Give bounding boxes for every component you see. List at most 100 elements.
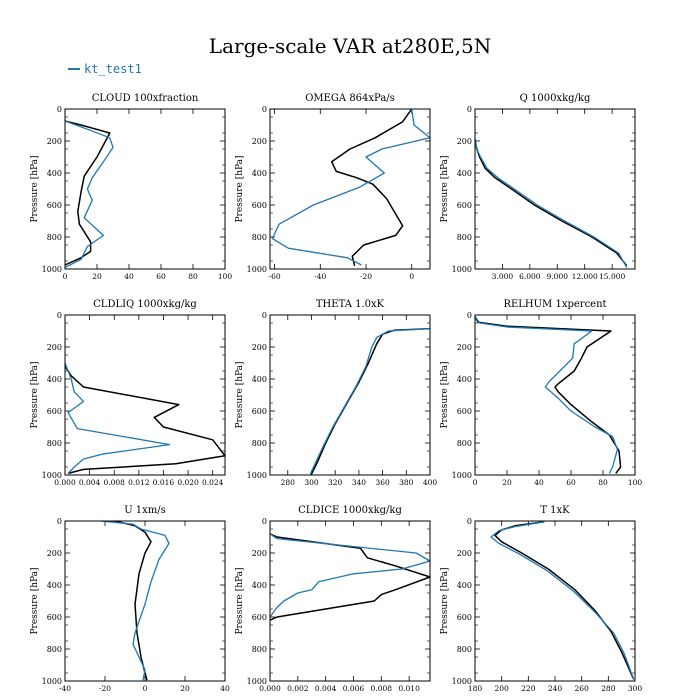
y-tick-label: 200 — [457, 137, 472, 146]
y-tick-label: 200 — [457, 343, 472, 352]
series-line-kt-test1 — [269, 533, 431, 618]
series-line-control — [310, 327, 431, 475]
series-line-control — [474, 316, 622, 474]
y-tick-label: 0 — [262, 311, 267, 320]
panel-title: U 1xm/s — [124, 505, 166, 516]
x-tick-label: 0.000 — [259, 684, 281, 693]
legend-label: kt_test1 — [84, 62, 142, 76]
plot-frame — [64, 520, 226, 682]
x-tick-label: 380 — [399, 478, 414, 487]
series-line-kt-test1 — [474, 139, 628, 268]
x-tick-label: 0.008 — [371, 684, 393, 693]
y-tick-label: 1000 — [42, 471, 62, 480]
y-tick-label: 800 — [47, 439, 62, 448]
x-tick-label: 0 — [409, 272, 414, 281]
x-tick-label: 0 — [143, 684, 148, 693]
legend-swatch — [68, 68, 80, 70]
y-tick-label: 200 — [252, 343, 267, 352]
x-tick-label: 300 — [628, 684, 643, 693]
y-tick-label: 800 — [457, 233, 472, 242]
series-line-kt-test1 — [100, 520, 170, 681]
y-tick-label: 200 — [47, 549, 62, 558]
y-tick-label: 0 — [262, 105, 267, 114]
y-tick-label: 600 — [252, 613, 267, 622]
panel-3: CLDLIQ 1000xkg/kg Pressure [hPa] 0 200 400 60… — [30, 299, 226, 487]
y-tick-label: 1000 — [452, 677, 472, 686]
y-tick-label: 600 — [457, 613, 472, 622]
x-tick-label: 320 — [328, 478, 343, 487]
y-tick-label: 0 — [467, 311, 472, 320]
panel-title: CLOUD 100xfraction — [92, 93, 199, 104]
x-tick-label: -40 — [59, 684, 71, 693]
x-tick-label: 20 — [502, 478, 512, 487]
x-tick-label: 40 — [124, 272, 134, 281]
y-tick-label: 0 — [57, 517, 62, 526]
x-tick-label: 300 — [304, 478, 319, 487]
series-line-control — [114, 520, 152, 681]
series-line-kt-test1 — [309, 327, 431, 475]
y-tick-label: 800 — [47, 645, 62, 654]
x-tick-label: 0.006 — [343, 684, 365, 693]
y-tick-label: 400 — [47, 375, 62, 384]
series-line-kt-test1 — [64, 120, 114, 268]
y-axis-label: Pressure [hPa] — [440, 567, 450, 634]
y-axis-label: Pressure [hPa] — [30, 361, 40, 428]
x-tick-label: 80 — [598, 478, 608, 487]
y-tick-label: 1000 — [247, 471, 267, 480]
plot-frame — [64, 108, 226, 270]
x-tick-label: 0.008 — [103, 478, 125, 487]
series-line-control — [494, 521, 635, 680]
x-tick-label: 180 — [468, 684, 483, 693]
x-tick-label: 400 — [423, 478, 438, 487]
x-tick-label: 12.000 — [572, 272, 598, 281]
y-tick-label: 400 — [457, 169, 472, 178]
x-tick-label: 280 — [601, 684, 616, 693]
y-axis-label: Pressure [hPa] — [235, 361, 245, 428]
y-tick-label: 400 — [457, 375, 472, 384]
y-tick-label: 1000 — [42, 265, 62, 274]
series-line-kt-test1 — [474, 316, 619, 474]
x-tick-label: 240 — [548, 684, 563, 693]
y-tick-label: 200 — [47, 137, 62, 146]
plot-frame — [474, 520, 636, 682]
y-tick-label: 400 — [252, 169, 267, 178]
panel-title: CLDICE 1000xkg/kg — [298, 505, 402, 516]
plot-frame — [64, 314, 226, 476]
y-axis-label: Pressure [hPa] — [30, 567, 40, 634]
series-line-kt-test1 — [490, 521, 635, 680]
x-tick-label: 0.012 — [128, 478, 150, 487]
panel-title: CLDLIQ 1000xkg/kg — [93, 299, 197, 310]
x-tick-label: 0 — [63, 272, 68, 281]
y-tick-label: 400 — [252, 375, 267, 384]
y-tick-label: 600 — [47, 407, 62, 416]
series-line-control — [64, 120, 111, 266]
page-title: Large-scale VAR at280E,5N — [208, 34, 492, 58]
x-tick-label: 0.004 — [79, 478, 101, 487]
panel-title: OMEGA 864xPa/s — [305, 93, 395, 104]
plot-frame — [474, 108, 636, 270]
plot-frame — [269, 520, 431, 682]
y-tick-label: 0 — [467, 105, 472, 114]
x-tick-label: 0.024 — [202, 478, 224, 487]
x-tick-label: 15.000 — [599, 272, 625, 281]
x-tick-label: 280 — [281, 478, 296, 487]
panel-4: THETA 1.0xK Pressure [hPa] 0 200 400 600 800 10… — [235, 299, 437, 487]
y-tick-label: 800 — [457, 645, 472, 654]
x-tick-label: 80 — [188, 272, 198, 281]
plot-frame — [474, 314, 636, 476]
y-tick-label: 200 — [457, 549, 472, 558]
x-tick-label: 6.000 — [519, 272, 541, 281]
y-tick-label: 800 — [252, 645, 267, 654]
x-tick-label: -20 — [99, 684, 111, 693]
panel-title: THETA 1.0xK — [316, 299, 385, 310]
x-tick-label: 220 — [521, 684, 536, 693]
y-axis-label: Pressure [hPa] — [235, 155, 245, 222]
x-tick-label: 0.010 — [398, 684, 420, 693]
y-tick-label: 1000 — [452, 471, 472, 480]
x-tick-label: -20 — [360, 272, 372, 281]
y-tick-label: 0 — [262, 517, 267, 526]
